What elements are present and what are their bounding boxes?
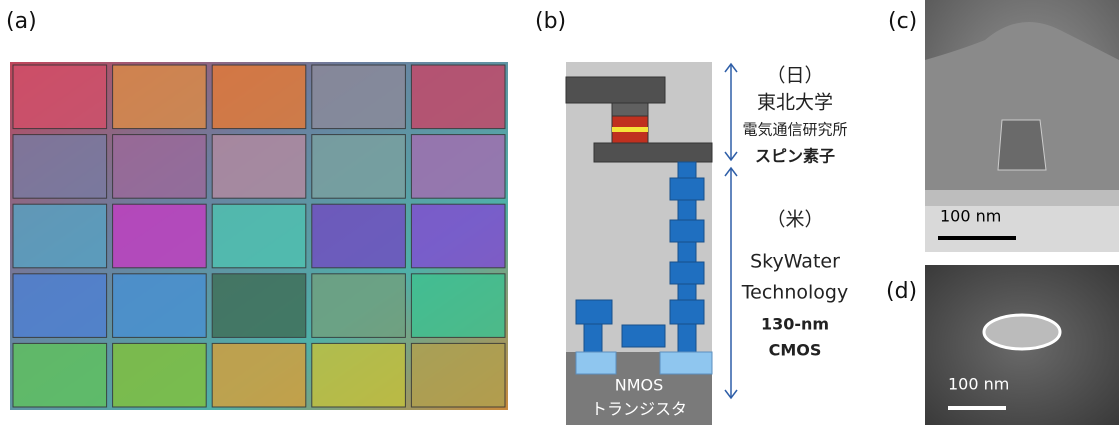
panel-label: (c) (888, 9, 917, 34)
panel-label: (d) (886, 279, 917, 304)
panel-label: (a) (6, 9, 37, 34)
chip-block (113, 204, 207, 268)
chip-photo (10, 62, 508, 410)
chip-block (212, 343, 306, 407)
diagram-label: 電気通信研究所 (742, 121, 847, 139)
chip-block (212, 274, 306, 338)
chip-block (312, 135, 406, 199)
chip-block (312, 274, 406, 338)
diagram-label: スピン素子 (755, 147, 835, 166)
cross-section-diagram: （日） 東北大学 電気通信研究所 スピン素子 （米） SkyWater Tech… (566, 62, 848, 425)
chip-block (13, 204, 107, 268)
diagram-label: トランジスタ (591, 400, 687, 419)
scale-bar-label: 100 nm (948, 375, 1009, 394)
chip-block (312, 343, 406, 407)
chip-block (312, 65, 406, 129)
chip-block (113, 343, 207, 407)
chip-block (411, 274, 505, 338)
diagram-label: Technology (741, 282, 848, 304)
tem-image: 100 nm (925, 0, 1119, 252)
figure: (a) (b) (c) (d) （日） 東北大学 電気通信研究所 スピン素子 （… (0, 0, 1119, 425)
chip-block (13, 274, 107, 338)
diagram-label: NMOS (615, 376, 664, 395)
sem-image: 100 nm (925, 265, 1119, 425)
chip-block (411, 65, 505, 129)
chip-block (212, 65, 306, 129)
diagram-label: （米） (766, 209, 823, 231)
chip-block (113, 274, 207, 338)
chip-block (212, 135, 306, 199)
panel-label: (b) (535, 9, 566, 34)
diagram-label: （日） (766, 65, 823, 87)
diagram-label: CMOS (769, 341, 822, 360)
chip-block (13, 65, 107, 129)
diagram-label: SkyWater (750, 251, 840, 273)
chip-block (113, 65, 207, 129)
chip-block (312, 204, 406, 268)
chip-block (13, 343, 107, 407)
chip-block (13, 135, 107, 199)
chip-block (113, 135, 207, 199)
page: (a) (b) (c) (d) （日） 東北大学 電気通信研究所 スピン素子 （… (0, 0, 1119, 425)
diagram-label: 東北大学 (757, 92, 833, 114)
chip-block (411, 135, 505, 199)
scale-bar-label: 100 nm (940, 207, 1001, 226)
chip-block (411, 204, 505, 268)
diagram-label: 130-nm (761, 315, 829, 334)
chip-block (411, 343, 505, 407)
chip-block (212, 204, 306, 268)
